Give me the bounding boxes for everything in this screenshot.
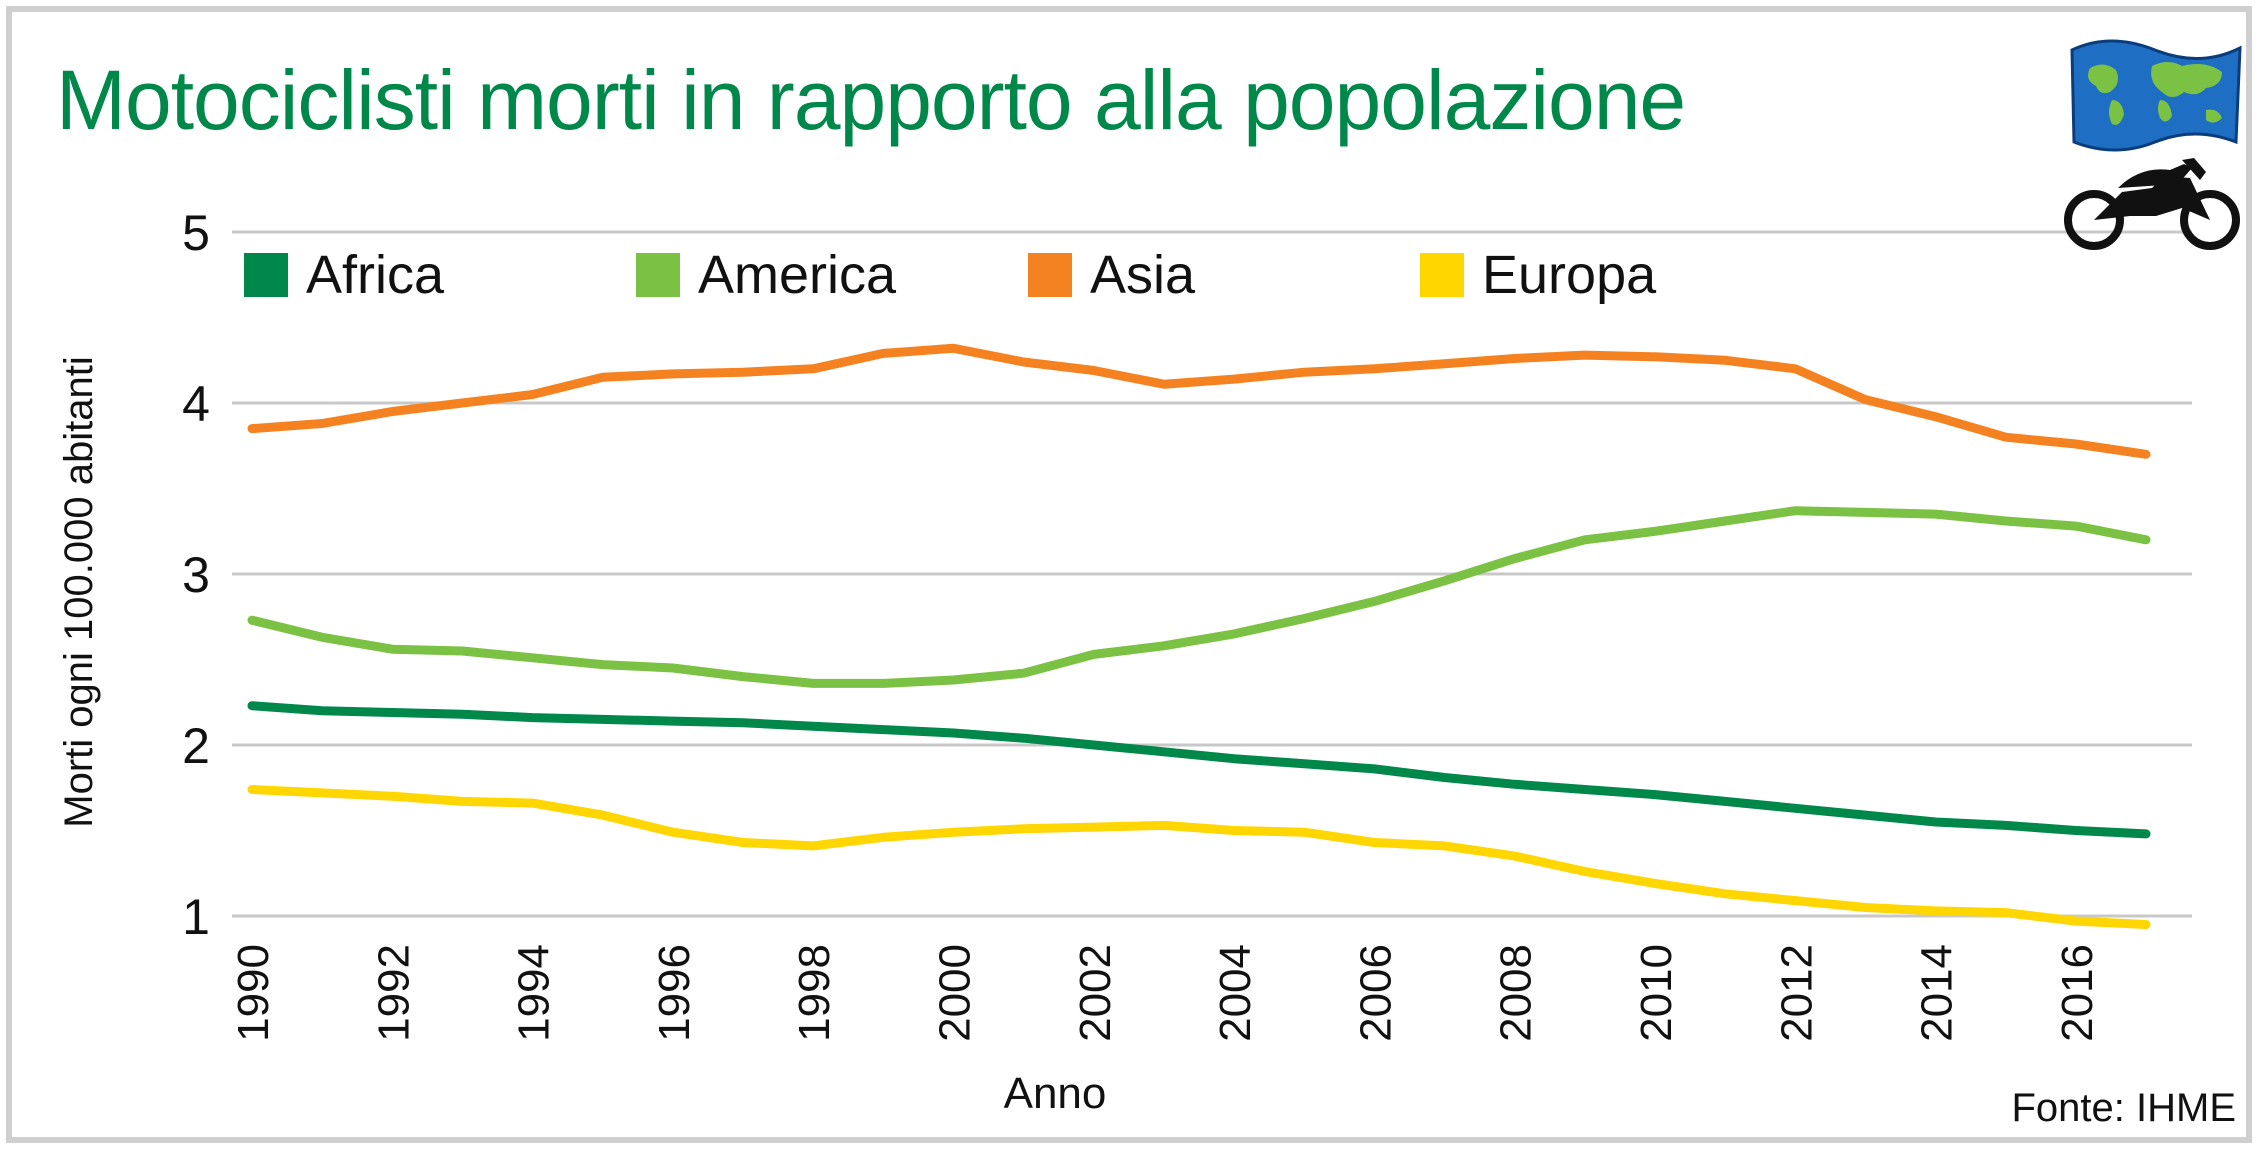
- x-tick-label: 2008: [1492, 944, 1541, 1042]
- series-line-america: [247, 506, 2151, 688]
- series-line-europa: [247, 785, 2151, 929]
- legend-label-america: America: [698, 245, 897, 305]
- legend-label-europa: Europa: [1482, 245, 1657, 305]
- y-tick-label: 2: [182, 718, 210, 774]
- x-tick-label: 2012: [1772, 944, 1821, 1042]
- world-flag-icon: [2070, 39, 2242, 152]
- series-line-africa: [247, 701, 2151, 839]
- motorcycle-icon: [2064, 158, 2240, 250]
- series-lines: [247, 343, 2151, 929]
- x-tick-label: 2000: [930, 944, 979, 1042]
- legend-swatch-europa: [1420, 253, 1464, 297]
- legend-label-asia: Asia: [1090, 245, 1196, 305]
- x-tick-label: 2006: [1351, 944, 1400, 1042]
- header-icons: [2064, 39, 2242, 250]
- x-axis-ticks: 1990 1992 1994 1996 1998 2000 2002 2004 2006 2008…: [229, 944, 2102, 1042]
- y-axis-label: Morti ogni 100.000 abitanti: [57, 356, 101, 827]
- legend: Africa America Asia Europa: [244, 245, 1657, 305]
- x-tick-label: 2004: [1211, 944, 1260, 1042]
- x-tick-label: 1992: [369, 944, 418, 1042]
- y-axis-ticks: 1 2 3 4 5: [182, 205, 210, 945]
- x-tick-label: 1994: [510, 944, 559, 1042]
- grid-lines: [232, 230, 2192, 918]
- x-axis-label: Anno: [1004, 1069, 1107, 1118]
- legend-label-africa: Africa: [306, 245, 445, 305]
- y-tick-label: 4: [182, 376, 210, 432]
- legend-swatch-america: [636, 253, 680, 297]
- x-tick-label: 1998: [790, 944, 839, 1042]
- x-tick-label: 2014: [1913, 944, 1962, 1042]
- y-tick-label: 5: [182, 205, 210, 261]
- y-tick-label: 3: [182, 547, 210, 603]
- x-tick-label: 2016: [2053, 944, 2102, 1042]
- y-tick-label: 1: [182, 889, 210, 945]
- x-tick-label: 1996: [650, 944, 699, 1042]
- legend-swatch-asia: [1028, 253, 1072, 297]
- series-line-asia: [247, 343, 2151, 459]
- legend-swatch-africa: [244, 253, 288, 297]
- x-tick-label: 1990: [229, 944, 278, 1042]
- chart-title: Motociclisti morti in rapporto alla popo…: [56, 53, 1686, 147]
- x-tick-label: 2002: [1071, 944, 1120, 1042]
- x-tick-label: 2010: [1632, 944, 1681, 1042]
- source-note: Fonte: IHME: [2011, 1086, 2236, 1130]
